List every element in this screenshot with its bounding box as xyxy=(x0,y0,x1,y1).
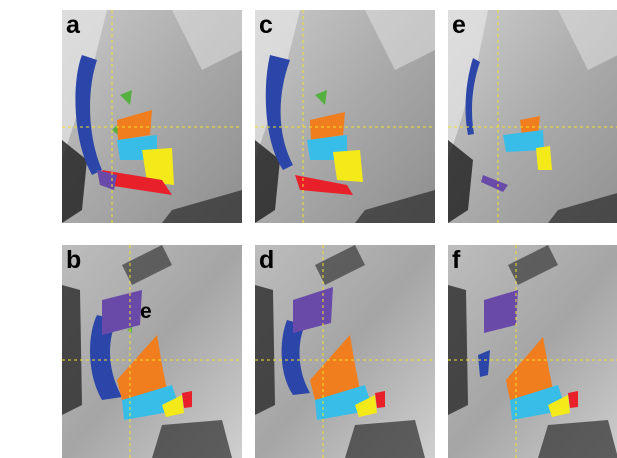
red-region xyxy=(182,391,192,408)
purple-region xyxy=(481,175,508,192)
yellow-region xyxy=(355,395,377,417)
red-region xyxy=(375,391,385,408)
orange-region xyxy=(117,110,152,140)
panel-e: e xyxy=(448,10,617,223)
red-region xyxy=(568,391,578,408)
mri-sagittal-slice-c xyxy=(255,10,435,223)
panel-d: d xyxy=(255,245,435,458)
orange-region xyxy=(310,112,345,140)
yellow-region xyxy=(162,395,184,417)
orange-region xyxy=(506,337,553,400)
mri-coronal-slice-f xyxy=(448,245,617,458)
blue-region xyxy=(465,58,480,135)
purple-region xyxy=(484,290,518,333)
cyan-region xyxy=(503,130,544,152)
panel-label: f xyxy=(452,246,461,274)
panel-c: c xyxy=(255,10,435,223)
panel-b-marker: e xyxy=(140,300,152,323)
red-region xyxy=(102,170,172,195)
panel-a: a xyxy=(62,10,242,223)
panel-label: c xyxy=(259,11,273,39)
purple-region xyxy=(102,290,142,335)
panel-label: b xyxy=(66,246,82,274)
yellow-region xyxy=(333,150,363,182)
yellow-region xyxy=(536,146,552,170)
panel-f: f xyxy=(448,245,617,458)
purple-region xyxy=(293,287,333,333)
mri-sagittal-slice-e xyxy=(448,10,617,223)
blue-region xyxy=(265,55,293,170)
red-region xyxy=(295,175,353,195)
yellow-region xyxy=(548,395,570,417)
blue-region xyxy=(75,55,102,175)
panel-label: d xyxy=(259,246,275,274)
green-region xyxy=(315,90,327,105)
mri-coronal-slice-b xyxy=(62,245,242,458)
panel-b: b e xyxy=(62,245,242,458)
blue-region xyxy=(90,315,122,400)
panel-label: a xyxy=(66,11,80,39)
yellow-region xyxy=(142,148,174,185)
blue-region xyxy=(281,320,310,395)
blue-region xyxy=(478,350,490,377)
mri-sagittal-slice-a xyxy=(62,10,242,223)
panel-label: e xyxy=(452,11,466,39)
mri-coronal-slice-d xyxy=(255,245,435,458)
